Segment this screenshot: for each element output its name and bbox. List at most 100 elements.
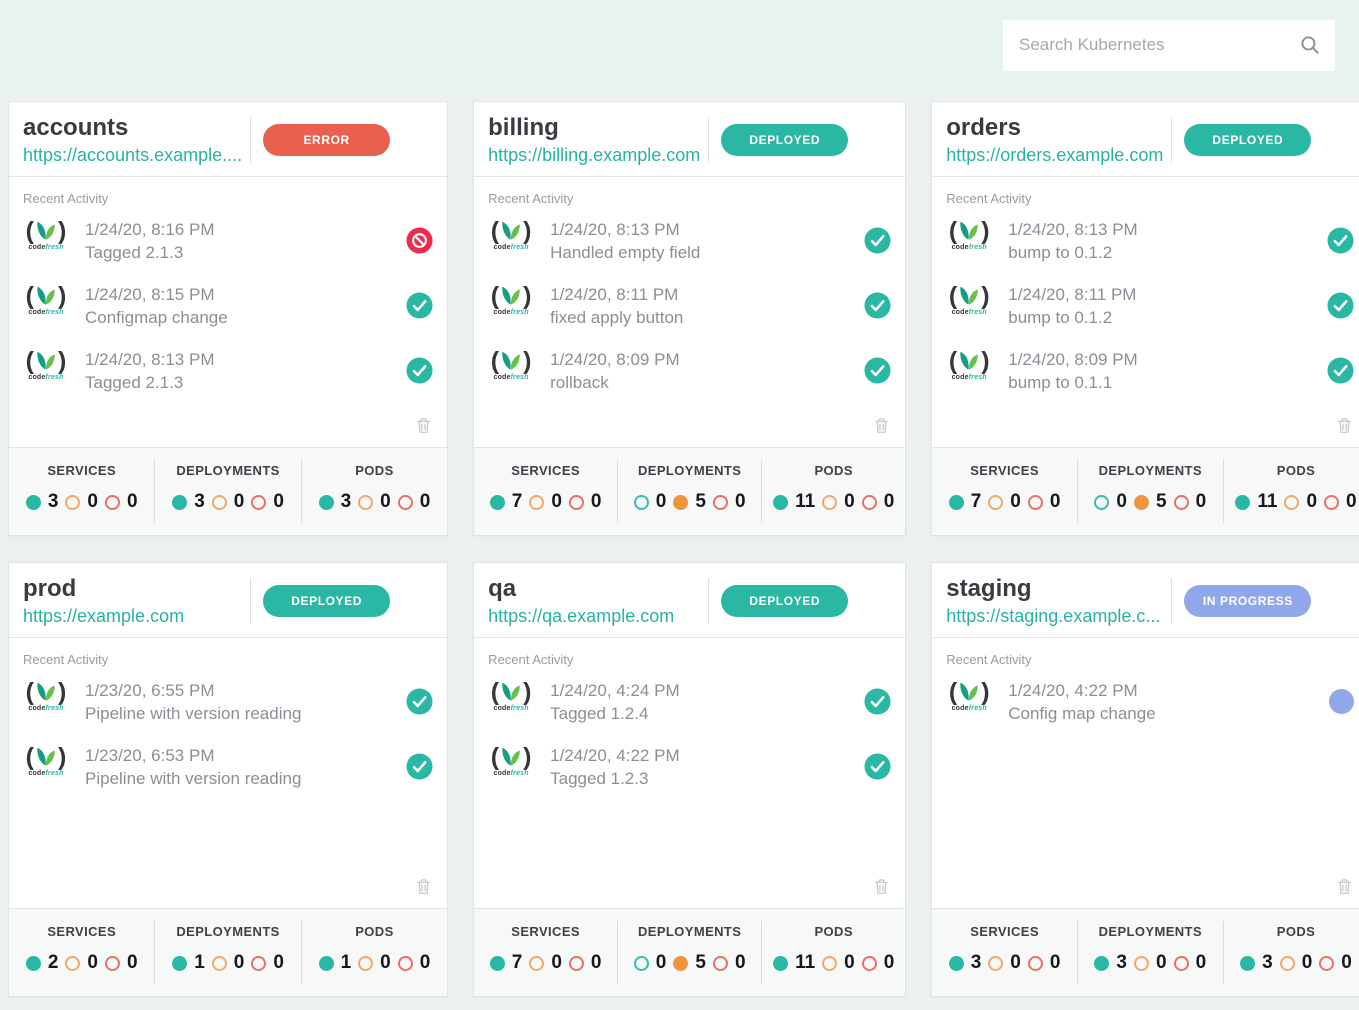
stat-label: PODS [355,924,394,939]
env-url-link[interactable]: https://billing.example.com [488,144,701,165]
paren-right: ) [58,216,67,245]
stat-counts: 3 0 0 [932,952,1077,974]
card-title-block: qa https://qa.example.com [488,575,700,627]
delete-environment-button[interactable] [1335,876,1354,900]
recent-activity-label: Recent Activity [946,651,1032,667]
activity-time: 1/24/20, 8:13 PM [550,219,680,239]
warn-dot-icon [529,955,545,971]
activity-time: 1/24/20, 8:11 PM [550,284,679,304]
warn-dot-icon [673,494,689,510]
activity-desc: rollback [550,372,609,392]
card-title-block: prod https://example.com [23,575,242,627]
paren-right: ) [523,346,532,375]
env-card-prod: prod https://example.com DEPLOYED Recent… [8,562,449,997]
activity-row: () codefresh 1/24/20, 8:13 PM Handled em… [488,208,891,273]
delete-environment-button[interactable] [414,415,433,439]
codefresh-wordmark: codefresh [951,243,987,251]
err-dot-icon [104,494,120,510]
stat-col-deployments: DEPLOYMENTS 3 0 0 [155,448,300,535]
delete-environment-button[interactable] [1335,415,1354,439]
warn-dot-icon [1284,494,1300,510]
warn-dot-icon [1279,955,1295,971]
ok-dot-icon [1240,955,1256,971]
err-count: 0 [126,952,138,973]
env-url-link[interactable]: https://example.com [23,605,185,626]
trash-icon [874,878,889,895]
activity-text: 1/24/20, 8:09 PM bump to 0.1.1 [1008,348,1311,394]
warn-count: 0 [1156,952,1167,973]
ok-dot-icon [25,494,41,510]
activity-row: () codefresh 1/23/20, 6:53 PM Pipeline w… [23,734,433,799]
trash-row [946,876,1354,902]
warn-count: 0 [1301,952,1313,973]
err-dot-icon [104,955,120,971]
codefresh-logo-icon: () codefresh [23,218,69,252]
stat-label: DEPLOYMENTS [1098,463,1202,478]
env-card-accounts: accounts https://accounts.example.... ER… [8,101,449,536]
env-url-link[interactable]: https://orders.example.com [946,144,1164,165]
activity-text: 1/24/20, 8:13 PM Tagged 2.1.3 [85,348,390,394]
search-icon[interactable] [1299,34,1321,56]
warn-dot-icon [1134,494,1149,510]
env-url-link[interactable]: https://qa.example.com [488,605,675,626]
activity-desc: Tagged 2.1.3 [85,242,184,262]
warn-dot-icon [822,494,838,510]
status-badge: DEPLOYED [1184,123,1312,156]
success-check-icon [1327,292,1354,319]
err-dot-icon [397,494,413,510]
activity-desc: bump to 0.1.2 [1008,242,1113,262]
activity-time: 1/24/20, 8:15 PM [85,284,215,304]
status-badge: IN PROGRESS [1184,584,1312,617]
delete-environment-button[interactable] [872,415,891,439]
env-card-billing: billing https://billing.example.com DEPL… [473,101,907,536]
paren-right: ) [58,742,67,771]
ok-dot-icon [948,494,964,510]
codefresh-wordmark: codefresh [951,308,987,316]
ok-count: 1 [194,952,205,973]
stat-label: DEPLOYMENTS [637,924,742,939]
leaves-icon [500,746,522,767]
delete-environment-button[interactable] [414,876,433,900]
delete-environment-button[interactable] [872,876,891,900]
paren-left: ( [490,742,500,771]
leaves-icon [958,285,980,306]
stat-divider [154,921,156,984]
ok-count: 3 [1262,952,1273,973]
activity-row: () codefresh 1/24/20, 8:11 PM bump to 0.… [946,273,1354,338]
err-count: 0 [734,491,746,512]
warn-count: 0 [844,491,855,512]
success-check-icon [406,753,433,780]
env-url-link[interactable]: https://accounts.example.... [23,144,243,165]
ok-dot-icon [318,494,334,510]
env-url-link[interactable]: https://staging.example.c... [946,605,1161,626]
err-count: 0 [1195,952,1207,973]
codefresh-wordmark: codefresh [951,704,987,712]
paren-left: ( [25,742,34,771]
paren-right: ) [981,281,990,310]
codefresh-wordmark: codefresh [28,373,64,381]
activity-row: () codefresh 1/24/20, 8:09 PM rollback [488,338,891,403]
err-dot-icon [397,955,413,971]
env-name: orders [946,114,1021,141]
search-input[interactable] [1019,35,1299,55]
err-count: 0 [419,491,431,512]
stat-counts: 3 0 0 [302,491,447,513]
header-divider [1171,116,1173,163]
activity-row: () codefresh 1/24/20, 4:24 PM Tagged 1.2… [488,669,891,734]
warn-count: 5 [1156,491,1167,512]
activity-time: 1/23/20, 6:53 PM [85,745,215,765]
ok-count: 7 [511,952,523,973]
success-check-icon [406,292,433,319]
ok-dot-icon [1235,494,1251,510]
paren-right: ) [981,216,990,245]
ok-dot-icon [633,494,649,510]
err-count: 0 [883,952,895,973]
warn-dot-icon [211,494,227,510]
paren-left: ( [490,281,500,310]
activity-row: () codefresh 1/24/20, 8:13 PM Tagged 2.1… [23,338,433,403]
stat-col-pods: PODS 11 0 0 [762,448,905,535]
ok-count: 3 [194,491,205,512]
err-count: 0 [883,491,895,512]
stat-counts: 7 0 0 [474,952,617,974]
trash-row [488,876,891,902]
